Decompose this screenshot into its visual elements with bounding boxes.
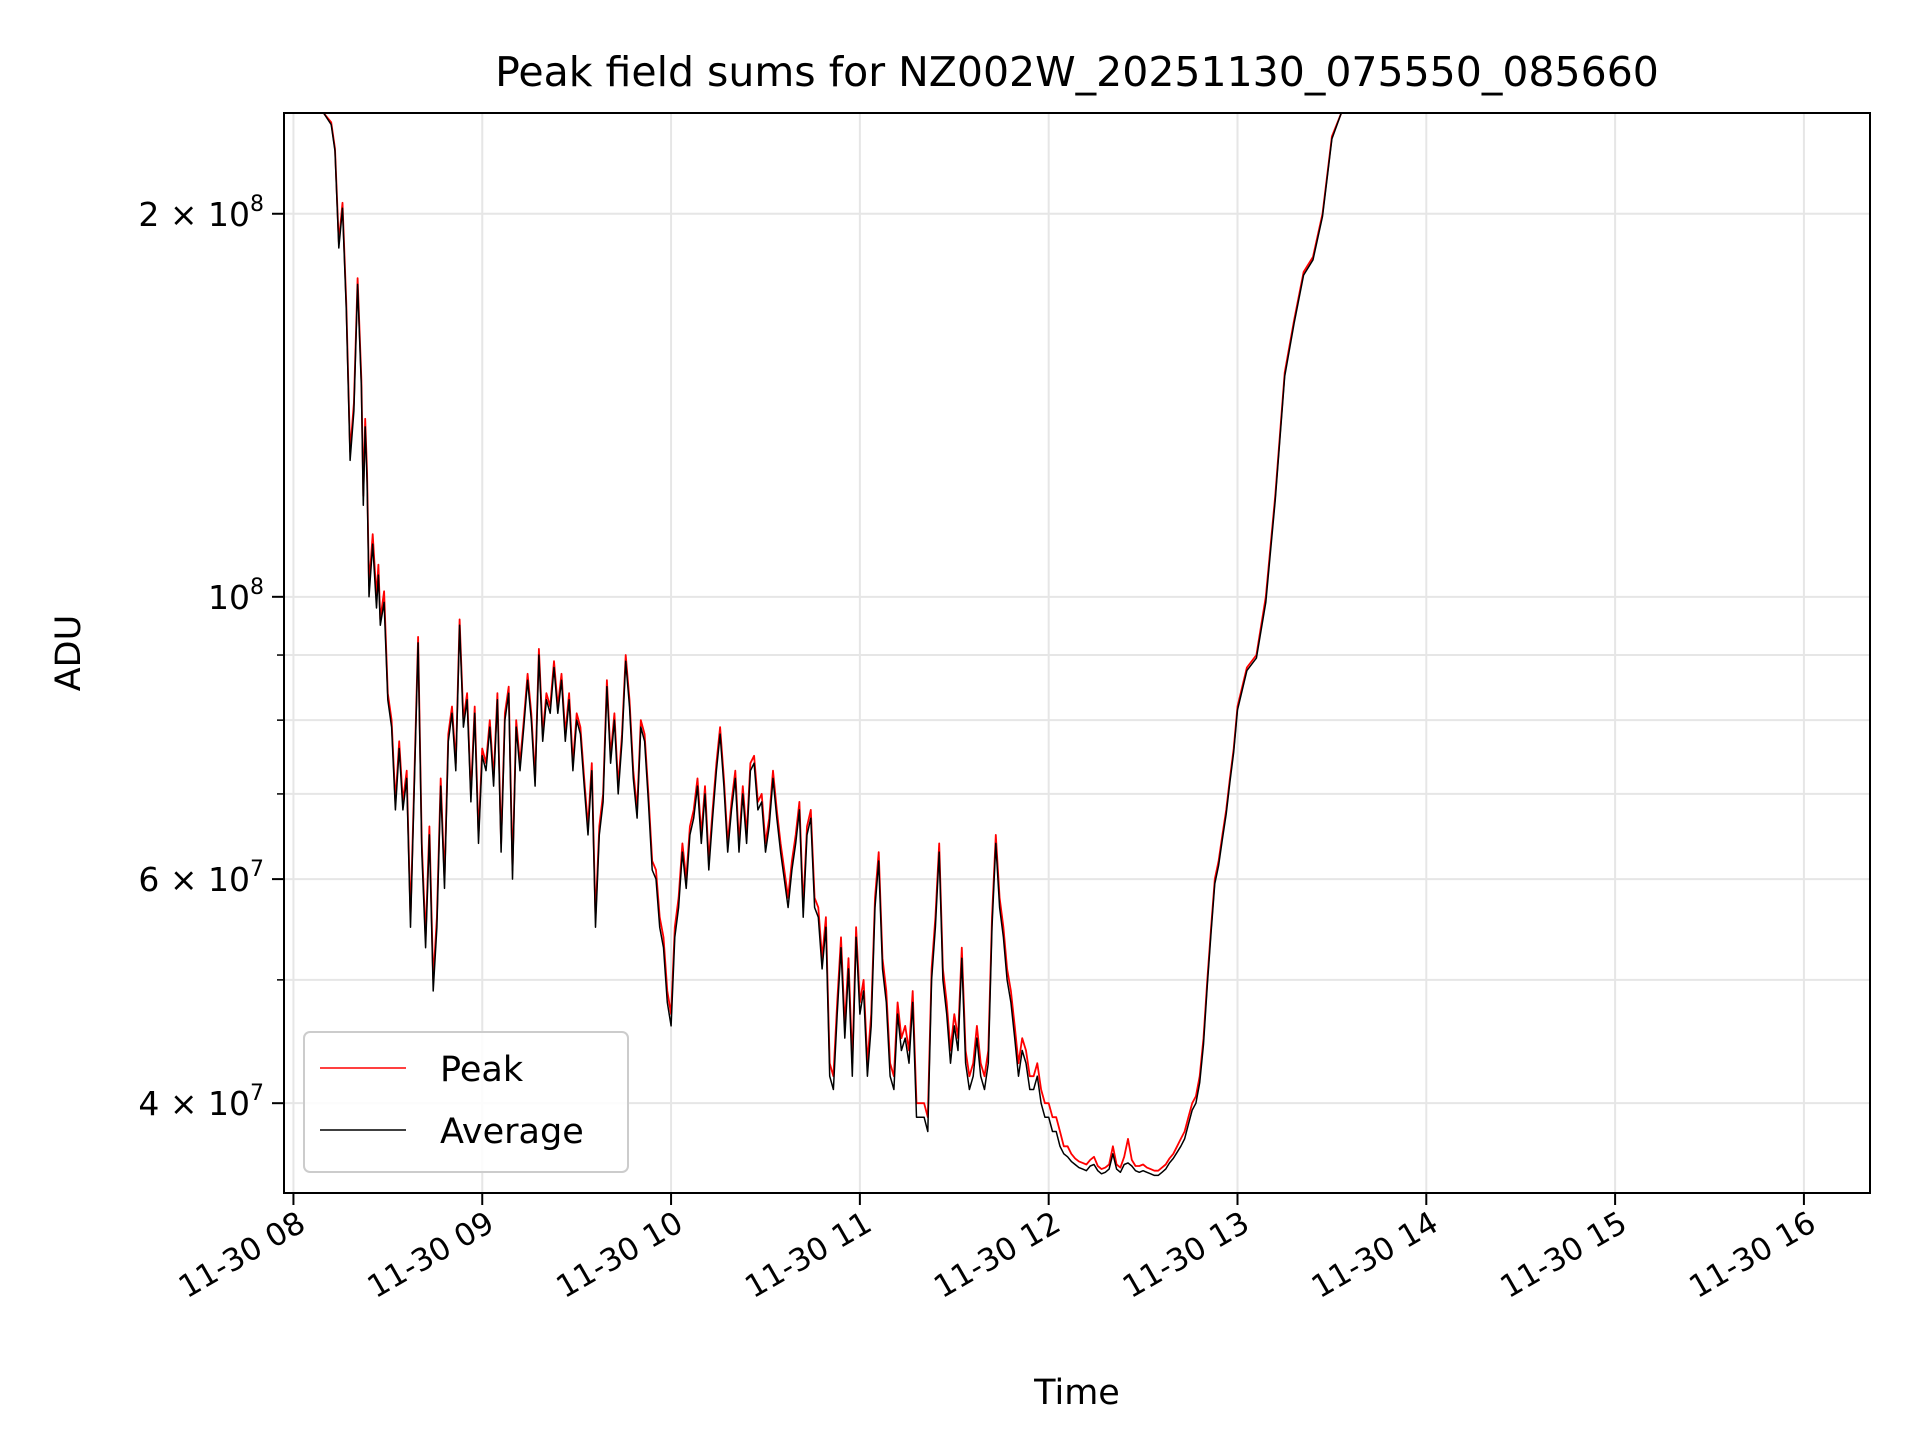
plot-frame: [283, 112, 1871, 1194]
y-tick-label-0: 4 × 107: [138, 1081, 264, 1123]
x-tick-label-2: 11-30 10: [550, 1205, 689, 1306]
legend-box: [303, 1031, 629, 1173]
x-tick-label-4: 11-30 12: [928, 1205, 1067, 1306]
x-tick-label-0: 11-30 08: [173, 1205, 312, 1306]
x-tick-label-5: 11-30 13: [1117, 1205, 1256, 1306]
series-lines: [308, 113, 1343, 1177]
x-tick-label-3: 11-30 11: [739, 1205, 878, 1306]
x-axis: 11-30 08 11-30 09 11-30 10 11-30 11 11-30 12…: [173, 1193, 1822, 1306]
x-tick-label-8: 11-30 16: [1683, 1205, 1822, 1306]
y-tick-label-3: 2 × 108: [138, 192, 264, 234]
legend-label-peak: Peak: [440, 1050, 524, 1090]
x-axis-label: Time: [1033, 1373, 1120, 1413]
x-tick-label-7: 11-30 15: [1494, 1205, 1633, 1306]
legend-label-average: Average: [440, 1112, 584, 1152]
y-axis: 4 × 107 6 × 107 108 2 × 108: [138, 192, 284, 1123]
y-tick-label-2: 108: [208, 575, 264, 617]
peak-series-line: [308, 113, 1343, 1172]
x-tick-label-6: 11-30 14: [1306, 1205, 1445, 1306]
y-axis-label: ADU: [49, 615, 89, 692]
average-series-line: [308, 113, 1343, 1177]
y-tick-label-1: 6 × 107: [138, 857, 264, 899]
legend: Peak Average: [303, 1031, 629, 1173]
chart-title: Peak field sums for NZ002W_20251130_0755…: [495, 48, 1659, 96]
x-tick-label-1: 11-30 09: [362, 1205, 501, 1306]
grid: [284, 113, 1870, 1193]
